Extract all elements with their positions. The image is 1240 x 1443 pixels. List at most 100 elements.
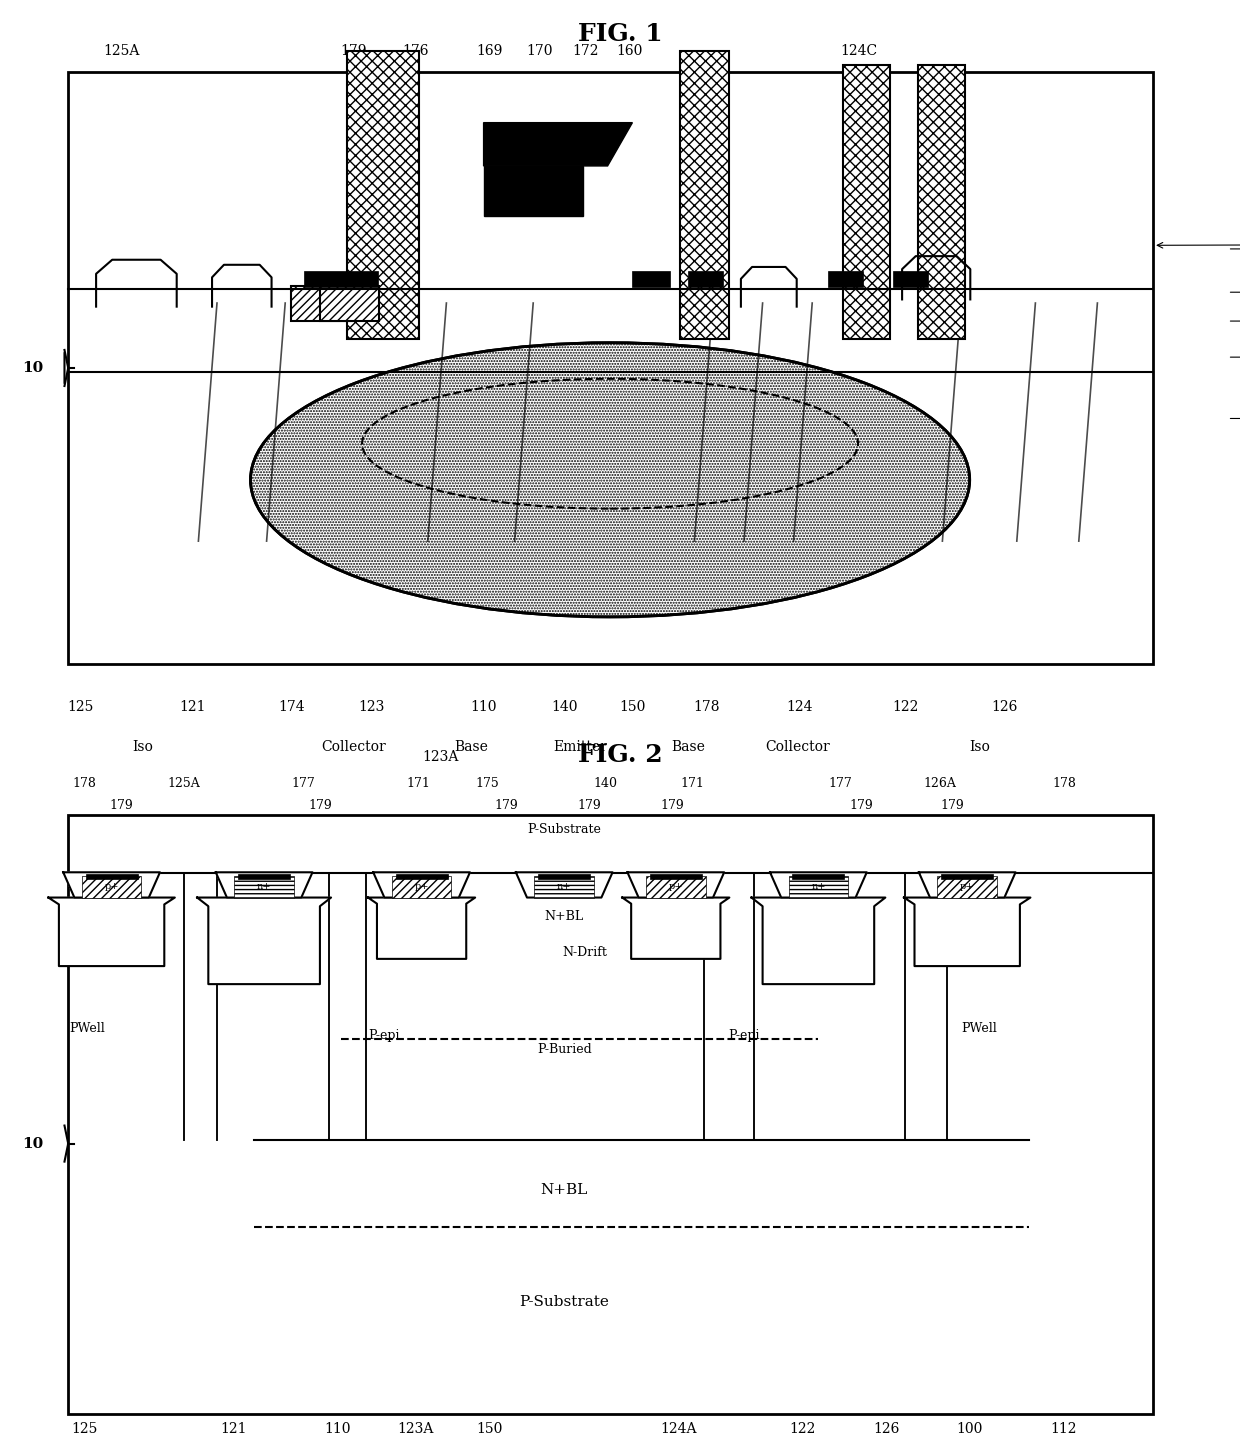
Text: FIG. 1: FIG. 1 <box>578 22 662 46</box>
Polygon shape <box>627 872 724 898</box>
Text: 125: 125 <box>67 700 94 714</box>
Text: 140: 140 <box>551 700 578 714</box>
Polygon shape <box>484 166 583 216</box>
Text: 175: 175 <box>475 776 500 791</box>
Text: 177: 177 <box>291 776 316 791</box>
Bar <box>68 72 1153 664</box>
Text: p+: p+ <box>668 882 683 890</box>
Text: 160: 160 <box>616 43 644 58</box>
Ellipse shape <box>250 343 970 618</box>
Bar <box>937 876 997 898</box>
Text: 110: 110 <box>470 700 497 714</box>
Text: 179: 179 <box>849 798 874 811</box>
Bar <box>650 874 702 879</box>
Text: Iso: Iso <box>133 740 153 753</box>
Polygon shape <box>197 898 331 984</box>
Text: 179: 179 <box>494 798 518 811</box>
Text: 123A: 123A <box>397 1421 434 1436</box>
Text: n+: n+ <box>257 882 272 890</box>
Bar <box>843 65 890 339</box>
Text: P-epi: P-epi <box>728 1029 760 1042</box>
Bar <box>538 874 590 879</box>
Polygon shape <box>216 872 312 898</box>
Polygon shape <box>48 898 175 967</box>
Polygon shape <box>904 898 1030 967</box>
Bar <box>68 815 1153 1414</box>
Text: p+: p+ <box>414 882 429 890</box>
Text: 126: 126 <box>991 700 1018 714</box>
Text: Iso: Iso <box>970 740 990 753</box>
Text: 171: 171 <box>680 776 704 791</box>
Text: 179: 179 <box>577 798 601 811</box>
Text: PBody: PBody <box>98 945 138 960</box>
Bar <box>234 876 294 898</box>
Text: 150: 150 <box>619 700 646 714</box>
Bar <box>646 876 706 898</box>
Bar <box>534 876 594 898</box>
Text: 122C: 122C <box>1157 238 1240 253</box>
Bar <box>396 874 448 879</box>
Text: 125: 125 <box>71 1421 98 1436</box>
Text: n+: n+ <box>811 882 826 890</box>
Text: 121: 121 <box>179 700 206 714</box>
Text: 140: 140 <box>593 776 618 791</box>
Bar <box>789 876 848 898</box>
Text: P-epi: P-epi <box>368 1029 401 1042</box>
Text: 124C: 124C <box>841 43 878 58</box>
Text: 177: 177 <box>828 776 853 791</box>
Polygon shape <box>919 872 1016 898</box>
Text: 122: 122 <box>892 700 919 714</box>
Text: N-Drift: N-Drift <box>563 945 608 960</box>
Text: 178: 178 <box>693 700 720 714</box>
Polygon shape <box>770 872 867 898</box>
Text: N+BL: N+BL <box>544 909 584 924</box>
Text: 124A: 124A <box>660 1421 697 1436</box>
Bar <box>320 286 379 320</box>
Text: 170: 170 <box>526 43 553 58</box>
Text: 121: 121 <box>219 1421 247 1436</box>
Bar <box>941 874 993 879</box>
Text: 10: 10 <box>22 361 43 375</box>
Text: 112: 112 <box>1050 1421 1078 1436</box>
Text: 178: 178 <box>1052 776 1076 791</box>
Text: 100: 100 <box>956 1421 983 1436</box>
Polygon shape <box>373 872 470 898</box>
Bar <box>688 271 723 287</box>
Bar <box>893 271 928 287</box>
Bar <box>392 876 451 898</box>
Bar <box>792 874 844 879</box>
Bar <box>304 271 378 287</box>
Text: Base: Base <box>671 740 706 753</box>
Text: 179: 179 <box>940 798 965 811</box>
Text: 122: 122 <box>789 1421 816 1436</box>
Text: N+BL: N+BL <box>541 1183 588 1198</box>
Text: 179: 179 <box>109 798 134 811</box>
Polygon shape <box>516 872 613 898</box>
Polygon shape <box>368 898 475 958</box>
Text: 178: 178 <box>72 776 97 791</box>
Text: 10: 10 <box>22 1137 43 1150</box>
Text: FIG. 2: FIG. 2 <box>578 743 662 768</box>
Text: 176: 176 <box>402 43 429 58</box>
Text: 179: 179 <box>340 43 367 58</box>
Text: NW: NW <box>831 967 856 981</box>
Polygon shape <box>484 123 632 166</box>
Text: n+: n+ <box>557 882 572 890</box>
Bar <box>86 874 138 879</box>
Bar <box>632 271 670 287</box>
Text: PWell: PWell <box>69 1022 104 1035</box>
Polygon shape <box>622 898 729 958</box>
Text: PBody: PBody <box>396 945 435 960</box>
Text: PBody: PBody <box>681 945 720 960</box>
Bar <box>82 876 141 898</box>
Text: p+: p+ <box>960 882 975 890</box>
Text: p+: p+ <box>104 882 119 890</box>
Text: 123A: 123A <box>422 750 459 765</box>
Text: PBody: PBody <box>960 945 999 960</box>
Text: 125A: 125A <box>103 43 140 58</box>
Text: 171: 171 <box>405 776 430 791</box>
Bar <box>238 874 290 879</box>
Bar <box>291 286 353 320</box>
Text: 123: 123 <box>358 700 386 714</box>
Text: P-Substrate: P-Substrate <box>527 823 601 837</box>
